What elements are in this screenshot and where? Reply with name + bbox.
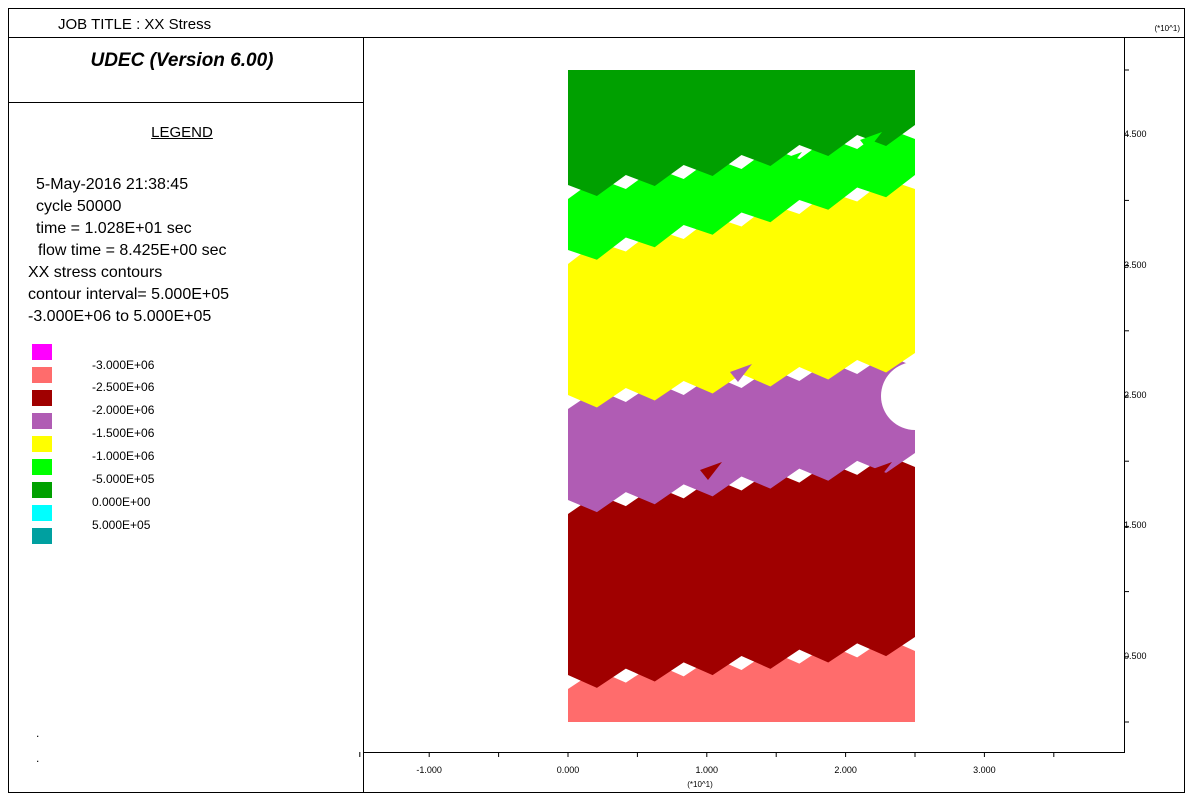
legend-date-time: 5-May-2016 21:38:45 [36,176,189,193]
contour-band [568,454,915,688]
legend-swatch [32,505,52,521]
y-tick-label: 1.500 [1124,520,1147,531]
contour-artefact [740,267,762,285]
excavation-opening [881,362,949,430]
contour-artefact [660,202,682,220]
legend-key-label: 0.000E+00 [92,495,151,509]
contour-artefact [790,480,812,498]
contour-artefact [860,132,882,150]
y-tick-label: 2.500 [1124,390,1147,400]
x-tick-label: 1.000 [695,765,719,775]
legend-swatch [32,367,52,383]
contour-artefact [665,697,687,715]
x-tick-label: 2.000 [834,765,857,775]
legend-title: LEGEND [0,124,364,141]
contour-artefact [760,422,782,440]
legend-title-text: LEGEND [151,124,213,141]
contour-artefact [780,152,802,170]
legend-key-label: 5.000E+05 [92,518,151,532]
legend-key-label: -5.000E+05 [92,472,155,486]
y-axis-multiplier: (*10^1) [1154,24,1180,33]
legend-dot: . [36,726,40,740]
x-axis-ticks [359,752,1055,757]
x-axis-multiplier: (*10^1) [687,780,713,789]
y-tick-label: 4.500 [1124,129,1147,140]
legend-swatch [32,390,52,406]
legend-key-label: -1.500E+06 [92,426,155,440]
app-version-title: UDEC (Version 6.00) [90,50,274,71]
legend-key-label: -2.500E+06 [92,380,155,394]
legend-swatch [32,528,52,544]
legend-time: time = 1.028E+01 sec [36,220,192,237]
legend-swatch [32,436,52,452]
legend-dot: . [36,751,40,765]
contour-artefact [640,512,662,530]
x-tick-label: 3.000 [973,765,996,775]
legend-swatch [32,459,52,475]
legend-contour-range: -3.000E+06 to 5.000E+05 [28,308,212,325]
contour-band [568,70,915,196]
legend-swatch [32,344,52,360]
contour-artefact [730,364,752,382]
contour-artefact [700,462,722,480]
y-tick-label: 0.500 [1124,650,1147,661]
legend-flow-time: flow time = 8.425E+00 sec [38,242,227,259]
contour-artefact [870,462,892,480]
y-axis-ticks [1124,69,1129,723]
job-title: JOB TITLE : XX Stress [58,16,212,33]
legend-key-label: -3.000E+06 [92,358,155,372]
contour-plot-area [568,70,949,722]
legend-swatch [32,413,52,429]
x-tick-label: 0.000 [556,765,580,775]
contour-bands [568,70,915,722]
contour-artefact [740,707,762,722]
contour-artefact [800,242,822,260]
legend-key-label: -1.000E+06 [92,449,155,463]
legend-contour-name: XX stress contours [28,264,163,281]
contour-artefact [690,292,712,310]
contour-artefact [610,222,632,240]
contour-artefact [720,172,742,190]
y-tick-label: 3.500 [1124,259,1147,270]
x-tick-label: -1.000 [416,765,442,775]
contour-artefact [700,412,722,430]
legend-swatch [32,482,52,498]
contour-band [568,128,915,260]
legend-key-label: -2.000E+06 [92,403,155,417]
legend-contour-interval: contour interval= 5.000E+05 [28,286,230,303]
legend-cycle: cycle 50000 [36,198,122,215]
